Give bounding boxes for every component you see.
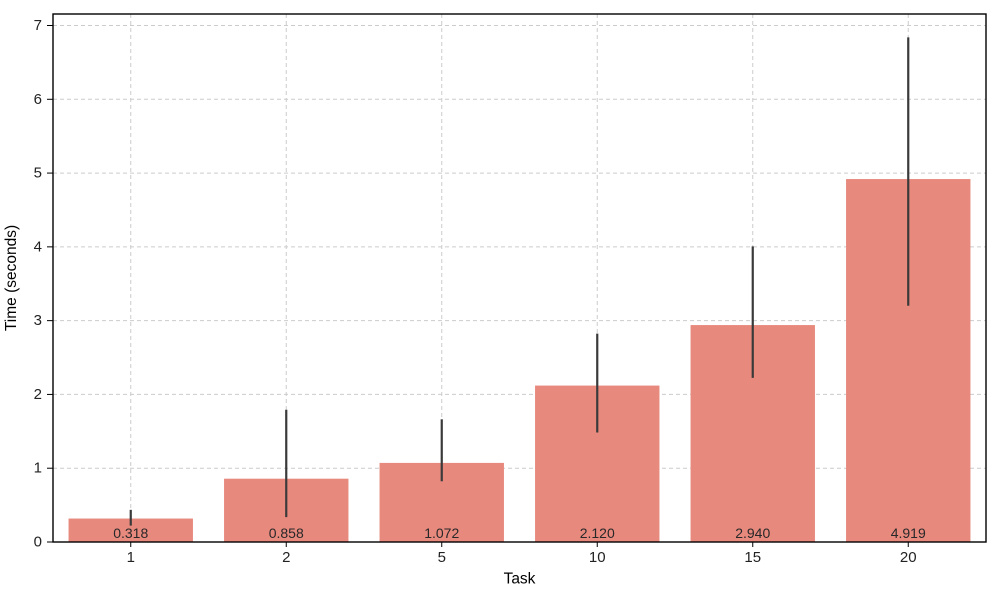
svg-text:15: 15 xyxy=(744,549,761,566)
svg-text:1: 1 xyxy=(34,460,42,477)
svg-text:1: 1 xyxy=(127,549,135,566)
svg-text:1.072: 1.072 xyxy=(424,525,459,541)
svg-text:5: 5 xyxy=(34,165,42,182)
svg-text:2.940: 2.940 xyxy=(735,525,770,541)
svg-text:Time (seconds): Time (seconds) xyxy=(3,225,20,331)
svg-text:3: 3 xyxy=(34,312,42,329)
svg-text:4: 4 xyxy=(34,238,42,255)
svg-text:0: 0 xyxy=(34,534,42,551)
svg-text:5: 5 xyxy=(438,549,446,566)
svg-text:7: 7 xyxy=(34,17,42,34)
svg-text:2: 2 xyxy=(282,549,290,566)
svg-text:10: 10 xyxy=(589,549,606,566)
svg-text:4.919: 4.919 xyxy=(891,525,926,541)
svg-text:2.120: 2.120 xyxy=(580,525,615,541)
svg-text:0.858: 0.858 xyxy=(269,525,304,541)
svg-text:20: 20 xyxy=(900,549,917,566)
svg-text:2: 2 xyxy=(34,386,42,403)
svg-text:0.318: 0.318 xyxy=(113,525,148,541)
svg-text:Task: Task xyxy=(504,571,536,588)
svg-text:6: 6 xyxy=(34,91,42,108)
